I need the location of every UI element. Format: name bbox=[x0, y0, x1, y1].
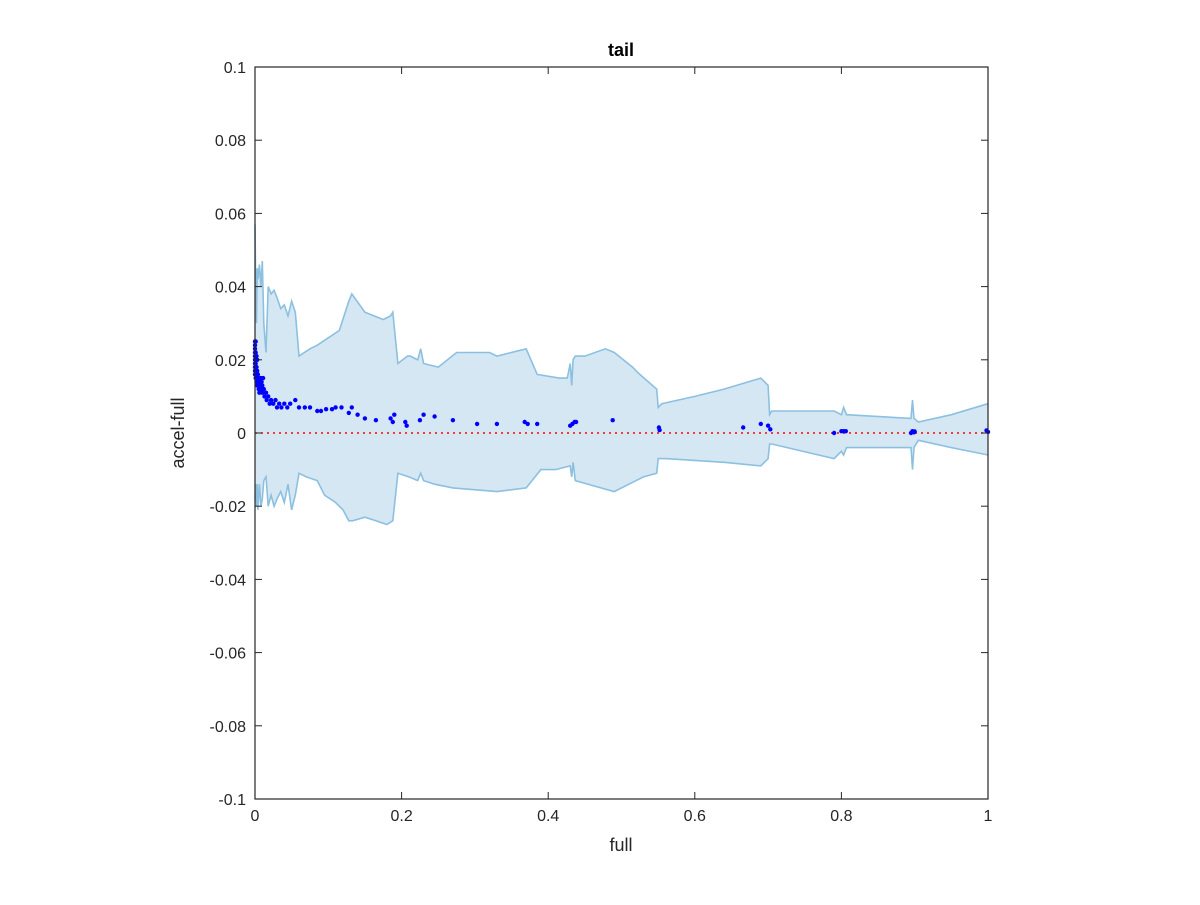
data-points-layer bbox=[252, 339, 991, 436]
data-point bbox=[273, 397, 278, 403]
y-tick-label: 0.1 bbox=[224, 60, 246, 77]
chart-title: tail bbox=[608, 40, 634, 60]
data-point bbox=[293, 397, 298, 403]
y-tick-label: -0.1 bbox=[218, 792, 246, 809]
y-tick-label: -0.02 bbox=[210, 499, 247, 516]
data-point bbox=[260, 375, 266, 381]
data-point bbox=[831, 430, 837, 436]
data-point bbox=[253, 339, 258, 344]
data-point bbox=[349, 405, 354, 410]
x-axis-label: full bbox=[609, 835, 632, 855]
y-tick-label: 0.08 bbox=[215, 133, 246, 150]
data-point bbox=[525, 421, 530, 427]
data-point bbox=[318, 408, 324, 414]
data-point bbox=[535, 421, 540, 427]
data-point bbox=[315, 408, 320, 414]
y-tick-label: -0.06 bbox=[210, 646, 247, 663]
data-point bbox=[255, 368, 260, 373]
y-tick-label: -0.08 bbox=[210, 719, 247, 736]
data-point bbox=[333, 405, 338, 410]
data-point bbox=[768, 427, 773, 432]
data-point bbox=[260, 390, 265, 395]
x-tick-label: 0.8 bbox=[830, 808, 852, 825]
data-point bbox=[346, 410, 351, 416]
data-point bbox=[329, 407, 335, 412]
data-point bbox=[417, 418, 423, 423]
band-fill-area bbox=[255, 224, 988, 525]
data-point bbox=[267, 401, 272, 406]
data-point bbox=[279, 405, 284, 410]
data-point bbox=[262, 394, 267, 399]
data-point bbox=[323, 407, 329, 412]
y-tick-label: 0.04 bbox=[215, 280, 246, 297]
data-point bbox=[261, 386, 266, 392]
data-point bbox=[362, 416, 368, 421]
x-tick-label: 1 bbox=[984, 808, 993, 825]
data-point bbox=[373, 418, 379, 423]
data-point bbox=[263, 390, 269, 395]
x-tick-label: 0.4 bbox=[537, 808, 559, 825]
data-point bbox=[302, 405, 307, 410]
data-point bbox=[741, 425, 746, 430]
data-point bbox=[390, 419, 395, 425]
data-point bbox=[404, 423, 409, 428]
data-point bbox=[432, 414, 437, 419]
data-point bbox=[355, 412, 360, 417]
data-point bbox=[268, 397, 274, 403]
data-point bbox=[421, 412, 426, 417]
data-point bbox=[255, 372, 261, 377]
data-point bbox=[474, 421, 480, 427]
band-upper-edge bbox=[254, 224, 989, 423]
data-point bbox=[277, 401, 282, 406]
data-point bbox=[388, 416, 393, 421]
data-point bbox=[758, 421, 763, 427]
data-point bbox=[274, 405, 280, 410]
y-tick-label: 0.06 bbox=[215, 206, 246, 223]
data-point bbox=[260, 383, 265, 388]
y-tick-label: -0.04 bbox=[210, 572, 247, 589]
data-point bbox=[610, 418, 615, 423]
y-axis-label: accel-full bbox=[168, 397, 188, 468]
data-point bbox=[494, 421, 500, 427]
data-point bbox=[307, 405, 313, 410]
data-point bbox=[403, 419, 408, 425]
data-point bbox=[450, 418, 456, 423]
data-point bbox=[285, 405, 290, 410]
confidence-band-layer bbox=[254, 224, 989, 526]
data-point bbox=[657, 427, 662, 433]
data-point bbox=[765, 423, 771, 428]
data-point bbox=[843, 429, 848, 434]
x-tick-label: 0.6 bbox=[684, 808, 706, 825]
data-point bbox=[282, 401, 287, 406]
data-point bbox=[288, 401, 293, 406]
tick-labels-layer: 0 0.2 0.4 0.6 0.8 1 -0.1 -0.08 -0.06 -0.04 -0.02 0 0… bbox=[210, 60, 993, 825]
data-point bbox=[912, 429, 917, 434]
data-point bbox=[296, 405, 302, 410]
data-point bbox=[339, 405, 344, 410]
y-tick-label: 0 bbox=[237, 426, 246, 443]
data-point bbox=[259, 379, 264, 384]
band-lower-edge bbox=[254, 439, 989, 526]
y-tick-label: 0.02 bbox=[215, 353, 246, 370]
data-point bbox=[573, 419, 579, 425]
x-tick-label: 0 bbox=[251, 808, 260, 825]
data-point bbox=[264, 397, 269, 403]
data-point bbox=[271, 401, 276, 406]
data-point bbox=[266, 394, 271, 399]
x-tick-label: 0.2 bbox=[390, 808, 412, 825]
data-point bbox=[392, 412, 397, 417]
axes-layer bbox=[254, 66, 989, 800]
